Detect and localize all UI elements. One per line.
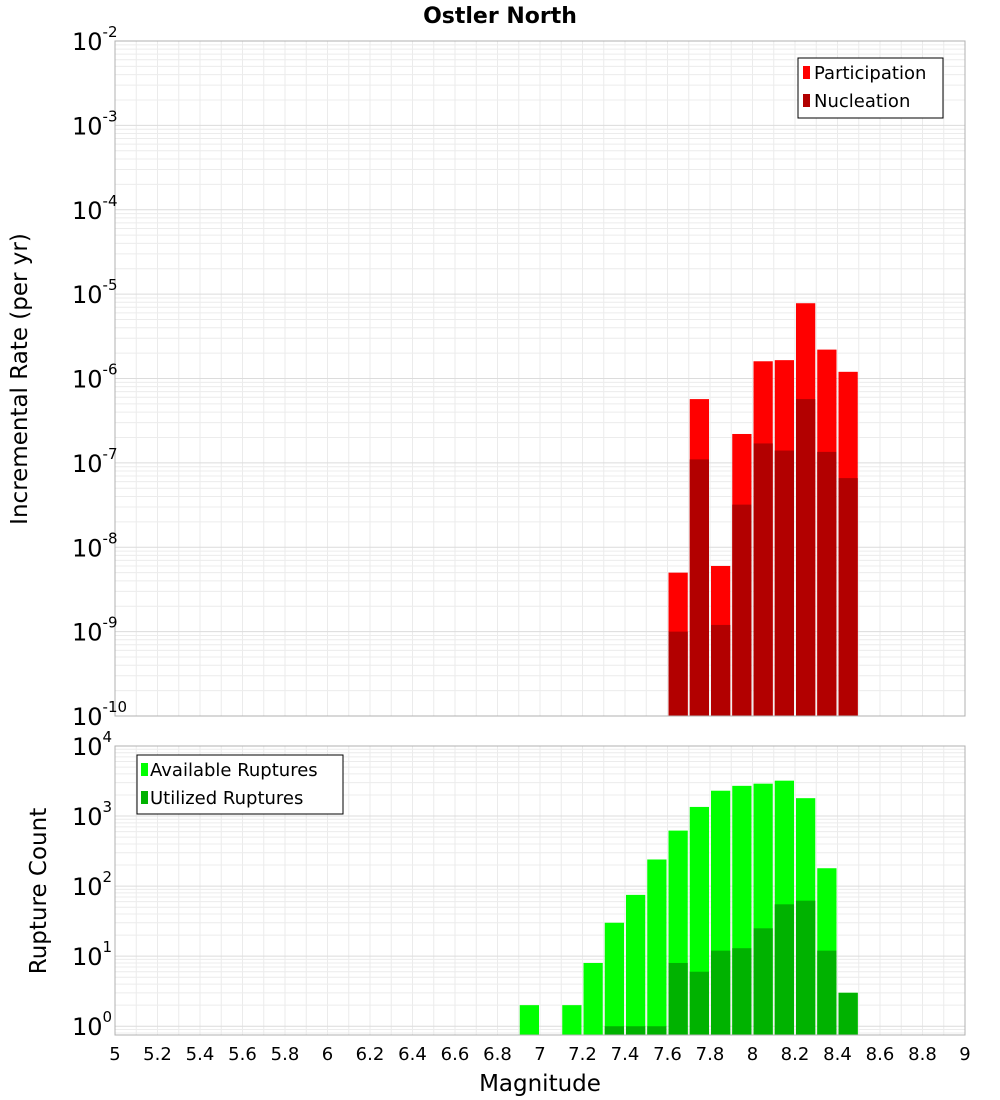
x-tick-label: 5.2 <box>143 1044 172 1065</box>
x-tick-label: 5 <box>109 1044 120 1065</box>
bar-utilized-ruptures <box>774 904 794 1035</box>
x-tick-label: 7.2 <box>568 1044 597 1065</box>
legend-label-utilized: Utilized Ruptures <box>150 788 303 809</box>
y-tick-label: 10-2 <box>72 23 118 56</box>
bar-utilized-ruptures <box>732 948 752 1035</box>
x-tick-label: 8.6 <box>866 1044 895 1065</box>
bar-utilized-ruptures <box>668 962 688 1035</box>
y-tick-label: 101 <box>72 938 112 971</box>
x-tick-label: 8.4 <box>823 1044 852 1065</box>
x-axis-label: Magnitude <box>479 1071 601 1097</box>
x-tick-label: 6.4 <box>398 1044 427 1065</box>
count-plot-bars <box>519 780 858 1035</box>
x-tick-label: 7.4 <box>611 1044 640 1065</box>
rate-plot-grid <box>114 40 966 717</box>
y-tick-label: 10-10 <box>72 698 127 731</box>
bar-available-ruptures <box>647 859 667 1035</box>
x-tick-label: 5.4 <box>186 1044 215 1065</box>
x-tick-label: 6.8 <box>483 1044 512 1065</box>
count-plot-frame <box>114 745 966 1036</box>
bar-nucleation <box>668 631 688 716</box>
y-tick-label: 10-8 <box>72 529 118 562</box>
y-tick-label: 100 <box>72 1008 112 1041</box>
bar-nucleation <box>817 451 837 716</box>
bar-nucleation <box>774 450 794 716</box>
bar-nucleation <box>838 478 858 716</box>
x-tick-label: 5.6 <box>228 1044 257 1065</box>
x-tick-label: 8 <box>747 1044 758 1065</box>
rate-plot: 10-10 10-9 10-8 10-7 10-6 10-5 10-4 10-3 10-2 In… <box>7 23 966 731</box>
bar-utilized-ruptures <box>689 971 709 1035</box>
bar-available-ruptures <box>562 1005 582 1035</box>
bar-available-ruptures <box>583 962 603 1035</box>
x-tick-label: 7.8 <box>696 1044 725 1065</box>
legend-swatch-nucleation <box>803 94 810 107</box>
count-plot-legend: Available Ruptures Utilized Ruptures <box>136 754 344 815</box>
legend-label-nucleation: Nucleation <box>814 91 910 112</box>
x-tick-label: 6.2 <box>356 1044 385 1065</box>
bar-available-ruptures <box>626 894 646 1035</box>
y-tick-label: 103 <box>72 798 112 831</box>
count-plot-x-ticks: 5 5.2 5.4 5.6 5.8 6 6.2 6.4 6.6 6.8 7 7.2 7.4 7.6 7.8 8… <box>109 1044 970 1065</box>
bar-utilized-ruptures <box>711 950 731 1035</box>
bar-utilized-ruptures <box>647 1026 667 1035</box>
legend-swatch-participation <box>803 66 810 79</box>
legend-swatch-available <box>141 763 148 776</box>
bar-utilized-ruptures <box>796 900 816 1035</box>
y-tick-label: 102 <box>72 868 112 901</box>
legend-label-participation: Participation <box>814 63 926 84</box>
bar-nucleation <box>796 399 816 716</box>
legend-swatch-utilized <box>141 791 148 804</box>
chart-title: Ostler North <box>423 4 577 29</box>
x-tick-label: 8.8 <box>908 1044 937 1065</box>
count-plot-y-axis-label: Rupture Count <box>26 808 52 974</box>
legend-label-available: Available Ruptures <box>150 760 318 781</box>
x-tick-label: 6.6 <box>441 1044 470 1065</box>
bar-utilized-ruptures <box>753 928 773 1035</box>
rate-plot-frame <box>114 40 966 717</box>
y-tick-label: 104 <box>72 728 112 761</box>
count-plot: 100 101 102 103 104 5 5.2 5.4 5.6 5.8 6 6.2 6.4 6.6 6… <box>26 728 971 1097</box>
y-tick-label: 10-7 <box>72 445 118 478</box>
bar-utilized-ruptures <box>838 992 858 1035</box>
bar-nucleation <box>753 443 773 716</box>
x-tick-label: 8.2 <box>781 1044 810 1065</box>
y-tick-label: 10-4 <box>72 192 118 225</box>
bar-nucleation <box>689 459 709 716</box>
y-tick-label: 10-9 <box>72 614 118 647</box>
x-tick-label: 5.8 <box>271 1044 300 1065</box>
x-tick-label: 7 <box>534 1044 545 1065</box>
rate-legend-box <box>797 57 944 119</box>
count-legend-box <box>136 754 344 815</box>
rate-plot-bars <box>668 303 858 716</box>
rate-plot-legend: Participation Nucleation <box>797 57 944 119</box>
bar-utilized-ruptures <box>817 950 837 1035</box>
y-tick-label: 10-3 <box>72 107 118 140</box>
bar-available-ruptures <box>519 1005 539 1035</box>
count-plot-y-ticks: 100 101 102 103 104 <box>72 728 112 1041</box>
x-tick-label: 7.6 <box>653 1044 682 1065</box>
bar-nucleation <box>711 624 731 716</box>
bar-nucleation <box>732 504 752 716</box>
bar-available-ruptures <box>604 922 624 1035</box>
x-tick-label: 6 <box>322 1044 333 1065</box>
bar-utilized-ruptures <box>604 1026 624 1035</box>
y-tick-label: 10-6 <box>72 361 118 394</box>
rate-plot-y-axis-label: Incremental Rate (per yr) <box>7 233 33 525</box>
y-tick-label: 10-5 <box>72 276 118 309</box>
x-tick-label: 9 <box>959 1044 970 1065</box>
rate-plot-y-ticks: 10-10 10-9 10-8 10-7 10-6 10-5 10-4 10-3 10-2 <box>72 23 127 731</box>
bar-utilized-ruptures <box>626 1026 646 1035</box>
